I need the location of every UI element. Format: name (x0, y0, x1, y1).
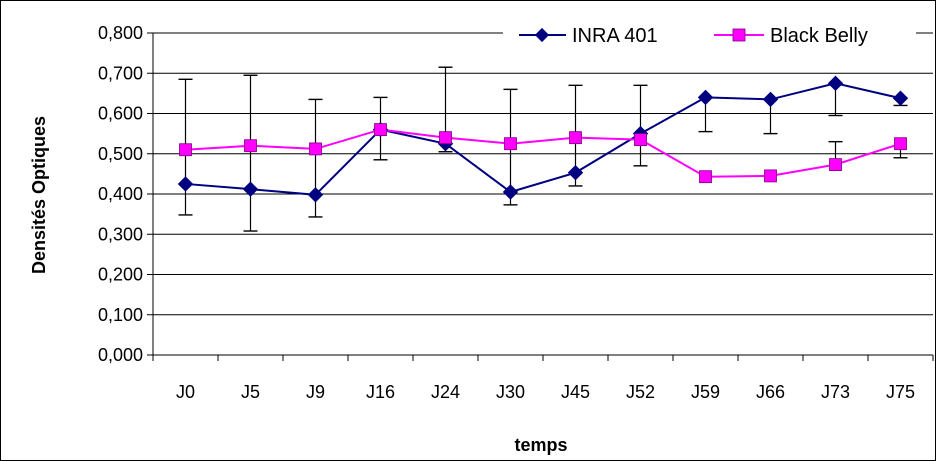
y-tick-label: 0,000 (98, 345, 143, 365)
legend-marker-inra-401 (534, 27, 550, 43)
data-point-diamond (242, 181, 259, 197)
x-tick-label: J5 (241, 382, 260, 402)
data-point-square (374, 123, 387, 136)
data-point-diamond (827, 75, 844, 92)
data-point-square (699, 170, 712, 184)
data-point-diamond (697, 89, 714, 106)
x-tick-label: J30 (496, 382, 525, 402)
data-point-square (244, 139, 257, 153)
grid-lines (153, 32, 933, 316)
y-tick-labels: 0,000 0,100 0,200 0,300 0,400 0,500 0,600 0,700… (98, 23, 143, 365)
y-tick-label: 0,200 (98, 265, 143, 285)
data-point-diamond (177, 176, 194, 192)
x-tick-label: J52 (626, 382, 655, 402)
data-point-diamond (567, 164, 584, 181)
legend: INRA 401 Black Belly (503, 22, 916, 48)
data-point-square (829, 158, 842, 172)
y-tick-label: 0,600 (98, 104, 143, 124)
data-point-square (309, 142, 322, 156)
axes (147, 32, 934, 361)
data-point-square (634, 133, 647, 147)
y-tick-label: 0,400 (98, 184, 143, 204)
series-line-0 (185, 82, 901, 196)
data-point-square (179, 143, 192, 157)
x-axis-title: temps (514, 435, 567, 455)
y-tick-label: 0,800 (98, 23, 143, 43)
x-tick-label: J66 (756, 382, 785, 402)
y-tick-label: 0,500 (98, 144, 143, 164)
legend-marker-black-belly (732, 28, 746, 42)
x-tick-label: J24 (431, 382, 460, 402)
series-markers (177, 75, 909, 203)
x-tick-label: J16 (366, 382, 395, 402)
y-tick-label: 0,700 (98, 63, 143, 83)
x-tick-label: J0 (176, 382, 195, 402)
legend-box (503, 22, 916, 48)
series-lines (185, 82, 901, 196)
data-point-square (569, 131, 582, 145)
legend-label-black-belly: Black Belly (770, 25, 868, 47)
data-point-square (894, 137, 907, 151)
x-tick-label: J45 (561, 382, 590, 402)
data-point-diamond (307, 187, 324, 203)
series-line-1 (185, 128, 901, 178)
data-point-diamond (762, 91, 779, 108)
x-tick-label: J73 (821, 382, 850, 402)
data-point-square (764, 169, 777, 183)
x-tick-label: J75 (886, 382, 915, 402)
x-tick-label: J59 (691, 382, 720, 402)
y-tick-label: 0,300 (98, 224, 143, 244)
x-tick-label: J9 (306, 382, 325, 402)
y-tick-label: 0,100 (98, 305, 143, 325)
data-point-square (439, 131, 452, 145)
legend-label-inra-401: INRA 401 (572, 25, 658, 47)
data-point-diamond (502, 184, 519, 200)
y-axis-title: Densités Optiques (29, 116, 49, 274)
x-tick-labels: J0 J5 J9 J16 J24 J30 J45 J52 J59 J66 J73 J75 (176, 382, 915, 402)
data-point-diamond (892, 90, 909, 106)
data-point-square (504, 137, 517, 151)
